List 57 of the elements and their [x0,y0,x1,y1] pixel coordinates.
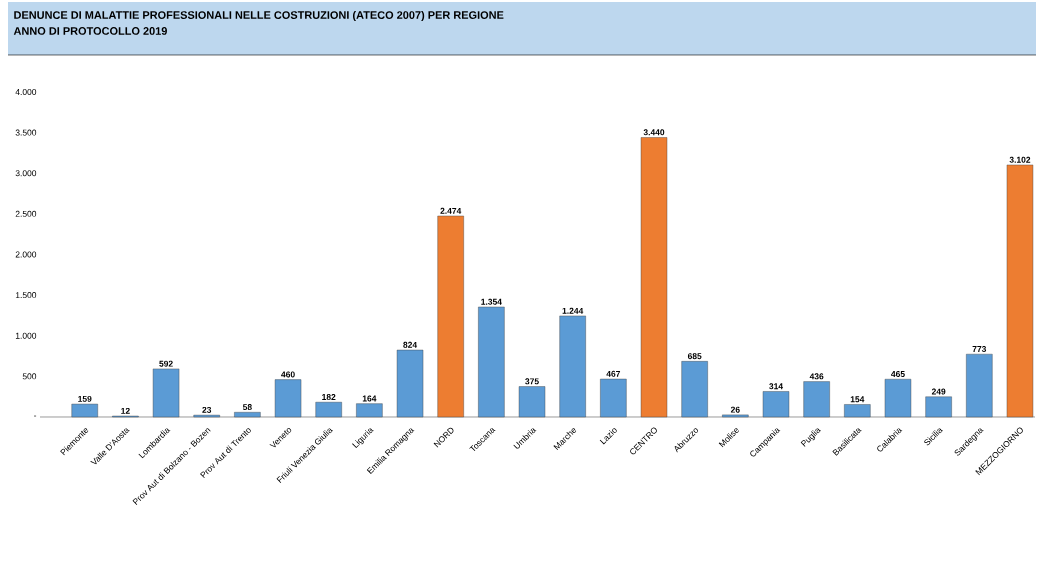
bar [396,349,424,418]
data-label: 773 [972,345,987,352]
y-tick-label: 4.000 [15,89,37,95]
y-tick-label: 2.500 [15,210,37,217]
bar [315,402,342,418]
data-label: 182 [322,394,336,400]
data-label: 436 [809,373,824,380]
bar [600,378,627,418]
data-label: 1.244 [562,307,584,314]
data-label: 249 [931,388,946,395]
data-label: 460 [281,371,295,378]
bar [884,379,912,418]
bar [478,306,505,418]
bar [722,414,749,418]
data-label: 159 [78,395,92,402]
bar [844,404,871,418]
bar [1006,164,1034,418]
data-label: 12 [121,407,130,414]
data-label: 467 [606,370,621,377]
data-label: 58 [242,404,252,411]
data-label: 3.440 [643,129,665,136]
y-tick-label: 500 [22,373,37,380]
y-tick-label: 3.000 [15,170,37,177]
bar [803,381,830,418]
bar [437,215,464,418]
data-label: 465 [891,371,905,377]
y-tick-label: 1.500 [15,292,37,299]
data-label: 2.474 [440,207,462,214]
y-tick-label: 3.500 [15,129,37,136]
data-label: 23 [202,406,212,413]
bar [762,391,790,418]
bar [518,386,546,418]
y-tick-label: 1.000 [15,332,37,339]
bar [559,315,586,418]
data-label: 685 [687,353,702,360]
bar [681,361,708,418]
data-label: 375 [525,378,539,385]
y-tick-label: 2.000 [15,251,37,258]
chart-title: DENUNCE DI MALATTIE PROFESSIONALI NELLE COSTRUZIONI (ATECO 2007) PER REGIONE [14,10,504,22]
bar [966,353,993,418]
data-label: 3.102 [1009,156,1031,163]
bar [925,396,952,418]
chart-subtitle: ANNO DI PROTOCOLLO 2019 [13,27,167,35]
bar [234,412,261,418]
data-label: 314 [769,383,784,390]
data-label: 154 [850,396,865,403]
bar [152,368,180,418]
data-label: 26 [730,406,740,413]
data-label: 1.354 [481,298,502,305]
y-tick-label: - [34,415,37,417]
bar [640,137,668,418]
bar [71,403,98,418]
data-label: 592 [159,360,173,367]
bar [356,403,383,418]
data-label: 824 [403,341,418,348]
bar [274,379,302,418]
data-label: 164 [362,395,377,402]
